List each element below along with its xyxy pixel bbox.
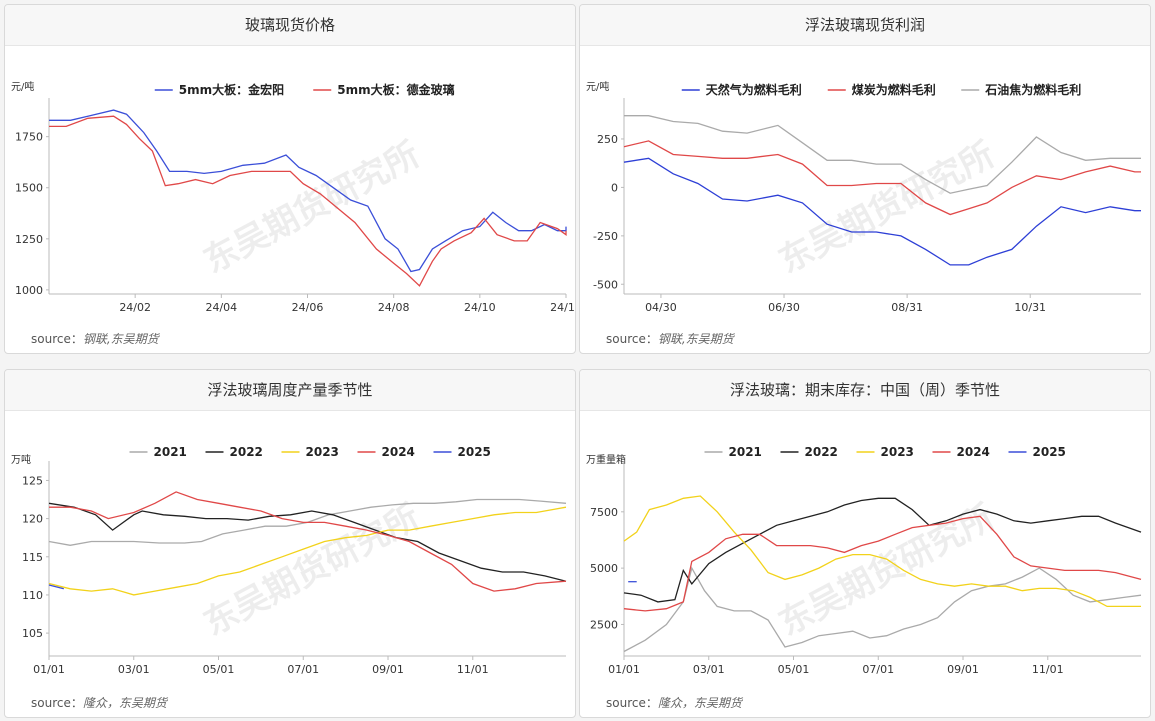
legend-label: 5mm大板：德金玻璃: [337, 82, 454, 97]
x-tick-label: 01/01: [33, 663, 65, 676]
y-tick-label: -250: [593, 230, 618, 243]
x-tick-label: 01/01: [608, 663, 640, 676]
x-tick-label: 03/01: [693, 663, 725, 676]
y-tick-label: 105: [22, 627, 43, 640]
y-tick-label: 1000: [15, 284, 43, 297]
series-line: [48, 506, 567, 596]
x-tick-label: 24/08: [378, 301, 410, 314]
x-tick-label: 09/01: [372, 663, 404, 676]
chart-float-glass-profit: 东吴期货研究所 元/吨 -500 -250 0 250 04/30 06/30 08/31 10/…: [586, 80, 1141, 314]
legend-label: 2025: [458, 445, 491, 459]
x-tick-label: 05/01: [778, 663, 810, 676]
source-label: source：: [31, 696, 83, 710]
series-line: [48, 584, 64, 590]
x-tick-label: 05/01: [203, 663, 235, 676]
y-axis-unit: 万重量箱: [586, 453, 626, 466]
y-tick-label: 1250: [15, 233, 43, 246]
x-tick-label: 24/12: [550, 301, 576, 314]
legend-label: 5mm大板：金宏阳: [179, 82, 284, 97]
series-line: [624, 115, 1141, 194]
y-tick-label: 110: [22, 589, 43, 602]
source-label: source：: [31, 332, 83, 346]
y-tick-label: 1500: [15, 182, 43, 195]
panel-title: 玻璃现货价格: [5, 5, 575, 46]
legend-label: 2021: [729, 445, 762, 459]
y-tick-label: -500: [593, 278, 618, 291]
series-line: [49, 115, 567, 287]
y-axis-unit: 万吨: [11, 453, 31, 466]
source-note: source：钢联,东吴期货: [606, 330, 734, 347]
panel-title: 浮法玻璃：期末库存：中国（周）季节性: [580, 370, 1150, 411]
legend-label: 2024: [382, 445, 415, 459]
x-tick-label: 03/01: [118, 663, 150, 676]
y-tick-label: 2500: [590, 618, 618, 631]
legend-label: 2023: [306, 445, 339, 459]
x-tick-label: 09/01: [947, 663, 979, 676]
watermark: 东吴期货研究所: [197, 134, 426, 281]
legend-label: 2025: [1033, 445, 1066, 459]
y-axis-unit: 元/吨: [586, 80, 609, 93]
x-tick-label: 24/06: [292, 301, 324, 314]
x-tick-label: 24/04: [205, 301, 237, 314]
series-line: [623, 140, 1141, 216]
panel-title: 浮法玻璃周度产量季节性: [5, 370, 575, 411]
panel-inventory-seasonal: 浮法玻璃：期末库存：中国（周）季节性 东吴期货研究所 万重量箱 2500 5000 75…: [579, 369, 1151, 718]
y-tick-label: 1750: [15, 131, 43, 144]
series-line: [623, 497, 1142, 603]
series-line: [48, 502, 567, 582]
source-text: 钢联,东吴期货: [82, 332, 159, 346]
source-label: source：: [606, 696, 658, 710]
series-line: [623, 566, 1142, 653]
legend-label: 天然气为燃料毛利: [706, 82, 802, 97]
panel-float-glass-profit: 浮法玻璃现货利润 东吴期货研究所 元/吨 -500 -250 0 250 04/30 06/3…: [579, 4, 1151, 354]
panel-glass-spot-price: 玻璃现货价格 东吴期货研究所 元/吨 1000 1250 1500 1750 24/02 24…: [4, 4, 576, 354]
x-tick-label: 07/01: [862, 663, 894, 676]
series-line: [623, 157, 1141, 266]
y-tick-label: 250: [597, 133, 618, 146]
y-axis-unit: 元/吨: [11, 80, 34, 93]
watermark: 东吴期货研究所: [772, 134, 1001, 281]
source-label: source：: [606, 332, 658, 346]
x-tick-label: 10/31: [1014, 301, 1046, 314]
y-tick-label: 120: [22, 513, 43, 526]
x-tick-label: 08/31: [891, 301, 923, 314]
source-text: 隆众，东吴期货: [82, 696, 167, 710]
source-note: source：钢联,东吴期货: [31, 330, 159, 347]
y-tick-label: 125: [22, 474, 43, 487]
series-line: [623, 515, 1142, 612]
series-line: [49, 491, 567, 592]
chart-inventory-seasonal: 东吴期货研究所 万重量箱 2500 5000 7500 01/01 03/01 05/01 07…: [586, 445, 1142, 676]
y-tick-label: 7500: [590, 506, 618, 519]
y-tick-label: 0: [611, 181, 618, 194]
legend-label: 2024: [957, 445, 990, 459]
panel-title: 浮法玻璃现货利润: [580, 5, 1150, 46]
legend-label: 2021: [154, 445, 187, 459]
legend-label: 2022: [230, 445, 263, 459]
source-text: 隆众，东吴期货: [657, 696, 742, 710]
y-tick-label: 115: [22, 551, 43, 564]
legend-label: 2023: [881, 445, 914, 459]
series-line: [49, 109, 567, 273]
source-text: 钢联,东吴期货: [657, 332, 734, 346]
x-tick-label: 24/02: [119, 301, 151, 314]
x-tick-label: 11/01: [457, 663, 489, 676]
legend-label: 石油焦为燃料毛利: [984, 82, 1081, 97]
x-tick-label: 11/01: [1032, 663, 1064, 676]
panel-weekly-output-seasonal: 浮法玻璃周度产量季节性 东吴期货研究所 万吨 105 110 115 120 125 01/0…: [4, 369, 576, 718]
x-tick-label: 24/10: [464, 301, 496, 314]
series-line: [623, 495, 1141, 608]
legend-label: 2022: [805, 445, 838, 459]
source-note: source：隆众，东吴期货: [606, 694, 742, 711]
x-tick-label: 04/30: [645, 301, 677, 314]
watermark: 东吴期货研究所: [772, 497, 1001, 644]
legend-label: 煤炭为燃料毛利: [852, 82, 936, 97]
source-note: source：隆众，东吴期货: [31, 694, 167, 711]
x-tick-label: 07/01: [287, 663, 319, 676]
chart-glass-spot-price: 东吴期货研究所 元/吨 1000 1250 1500 1750 24/02 24/04 24/0…: [11, 80, 576, 314]
y-tick-label: 5000: [590, 562, 618, 575]
x-tick-label: 06/30: [768, 301, 800, 314]
